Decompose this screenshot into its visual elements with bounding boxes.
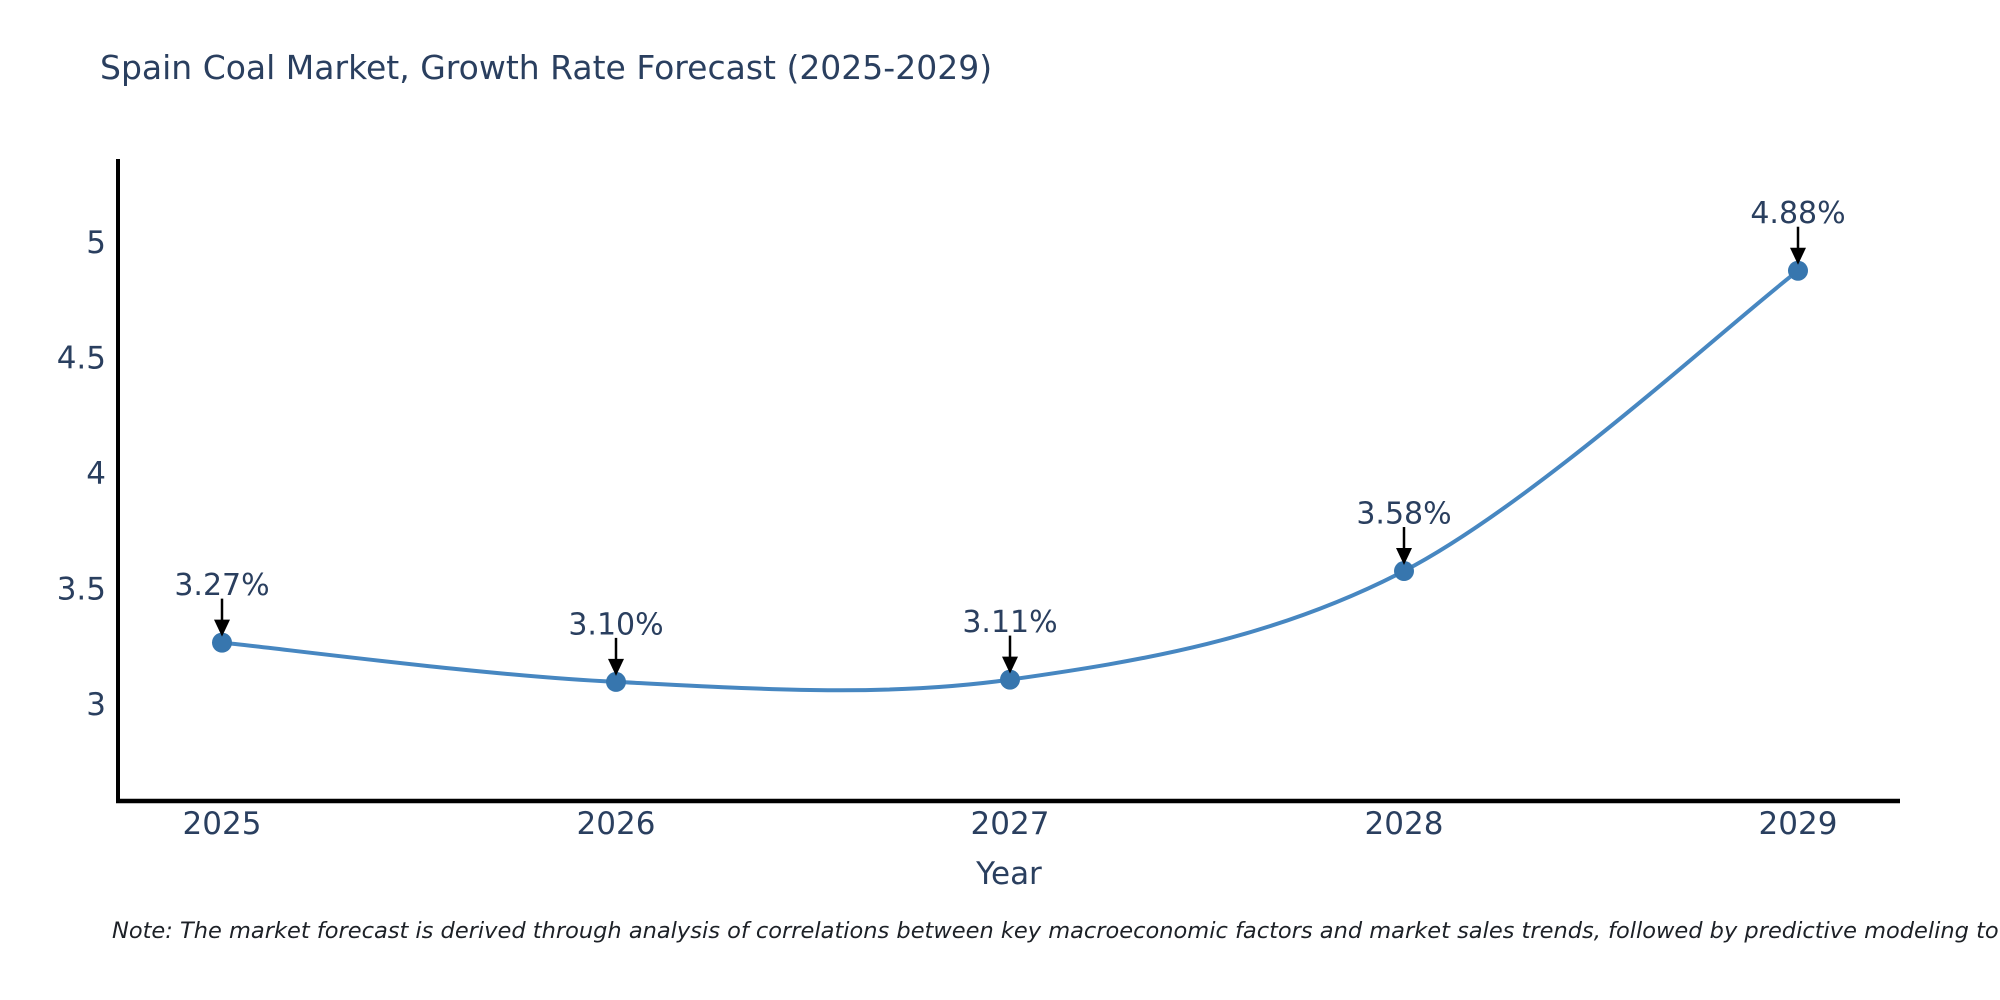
- annotation-arrow-head: [1396, 548, 1412, 566]
- chart-title: Spain Coal Market, Growth Rate Forecast …: [100, 48, 993, 87]
- data-point-label: 4.88%: [1750, 196, 1845, 231]
- data-point-label: 3.58%: [1356, 497, 1451, 532]
- data-point-marker: [1394, 561, 1414, 582]
- data-point-marker: [606, 671, 626, 692]
- footnote: Note: The market forecast is derived thr…: [112, 918, 2000, 944]
- data-point-label: 3.27%: [174, 568, 269, 603]
- x-tick-label: 2028: [1365, 806, 1444, 842]
- annotation-arrow-head: [1002, 656, 1018, 674]
- x-tick-label: 2025: [183, 806, 262, 842]
- data-point-label: 3.10%: [568, 607, 663, 642]
- forecast-line: [220, 268, 1800, 693]
- annotation-arrow-head: [608, 658, 624, 676]
- data-point-marker: [1788, 260, 1808, 281]
- y-tick-label: 3.5: [57, 572, 106, 608]
- annotation-arrow-head: [214, 619, 230, 637]
- y-tick-label: 5: [86, 225, 106, 261]
- data-point-marker: [1000, 669, 1020, 690]
- data-point-label: 3.11%: [962, 605, 1057, 640]
- y-tick-label: 3: [86, 687, 106, 723]
- x-tick-label: 2027: [971, 806, 1050, 842]
- data-point-marker: [212, 632, 232, 653]
- annotation-arrow-head: [1790, 247, 1806, 265]
- x-axis-title: Year: [976, 856, 1042, 892]
- x-tick-label: 2029: [1759, 806, 1838, 842]
- y-tick-label: 4: [86, 456, 106, 492]
- x-tick-label: 2026: [577, 806, 656, 842]
- y-tick-label: 4.5: [57, 341, 106, 377]
